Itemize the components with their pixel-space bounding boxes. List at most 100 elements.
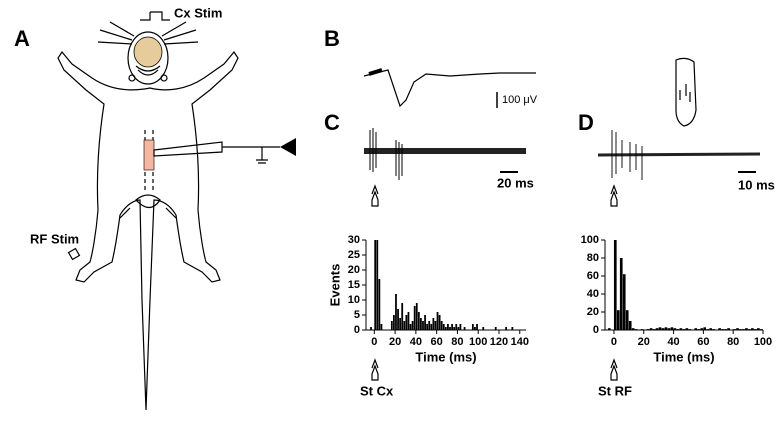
bar [736,328,739,330]
bar [748,329,751,330]
bar [685,328,689,330]
x-tick-label: 100 [469,336,487,348]
trace [597,57,761,180]
bar [426,324,429,330]
bar [640,329,644,330]
bar [757,328,760,330]
bar [420,318,422,330]
y-tick-label: 5 [354,309,360,321]
y-tick-label: 0 [593,324,599,336]
x-tick-label: 80 [727,336,739,348]
x-tick-label: 140 [511,336,529,348]
scale-label: 10 ms [738,177,775,192]
bar [742,329,745,330]
bar [664,327,668,330]
x-tick-label: 0 [371,336,377,348]
y-tick-label: 10 [348,294,360,306]
bar [474,327,476,330]
bar [505,327,507,330]
bar [407,312,410,330]
bar [721,329,724,330]
bar [453,327,456,330]
x-tick-label: 100 [754,336,772,348]
bar [622,274,626,330]
bar [619,258,623,330]
stim-label: RF Stim [30,231,79,246]
bar [760,329,763,330]
bar [754,329,757,330]
bar [706,329,710,330]
rat-drawing [57,11,296,411]
bar [457,327,460,330]
bar [751,328,754,330]
x-tick-label: 60 [697,336,709,348]
bar [670,327,674,330]
bar [700,328,704,330]
bar [682,329,686,330]
bar [440,321,443,330]
bar [634,329,638,330]
stim-arrow [610,358,618,381]
bar [652,329,656,330]
bar [511,327,514,330]
stim-arrow [371,358,379,381]
bar [646,329,650,330]
x-tick-label: 80 [451,336,463,348]
bar [411,321,414,330]
bar [432,318,435,330]
panel-label: D [578,110,594,135]
bar [649,328,653,330]
bar [403,321,406,330]
bar [709,328,713,330]
bar [438,315,441,330]
y-axis-label: Events [327,264,342,307]
bar [451,324,453,330]
y-tick-label: 15 [348,279,360,291]
bar [459,324,462,330]
y-tick-label: 60 [587,270,599,282]
trace [364,128,526,180]
stim-arrow [610,184,618,207]
bar [399,318,402,330]
bar [724,329,727,330]
bar [697,329,701,330]
x-tick-label: 40 [667,336,679,348]
bar [673,328,677,330]
panel-label: B [324,26,340,51]
x-axis-label: Time (ms) [415,349,476,364]
bar [476,324,478,330]
bar [482,327,485,330]
bar [424,315,426,330]
bar [471,324,474,330]
bar [449,327,451,330]
y-tick-label: 20 [587,306,599,318]
y-tick-label: 20 [348,264,360,276]
bar [712,329,716,330]
bar [679,328,683,330]
stim-label: St RF [598,383,632,398]
y-tick-label: 25 [348,249,360,261]
panel-label: A [14,26,30,51]
bar [378,279,381,330]
x-tick-label: 20 [638,336,650,348]
y-tick-label: 30 [348,234,360,246]
bar [447,324,449,330]
bar [625,310,629,330]
bar [409,324,412,330]
bar [616,310,620,330]
bar [631,328,635,330]
bar [430,324,433,330]
y-tick-label: 80 [587,252,599,264]
x-tick-label: 120 [490,336,508,348]
x-tick-label: 40 [410,336,422,348]
x-tick-label: 20 [389,336,401,348]
bar [613,240,617,330]
bar [413,306,416,330]
bar [401,303,404,330]
bar [390,321,393,330]
bar [463,327,466,330]
bar [417,312,420,330]
scale-label: 100 μV [502,94,538,106]
y-tick-label: 0 [354,324,360,336]
